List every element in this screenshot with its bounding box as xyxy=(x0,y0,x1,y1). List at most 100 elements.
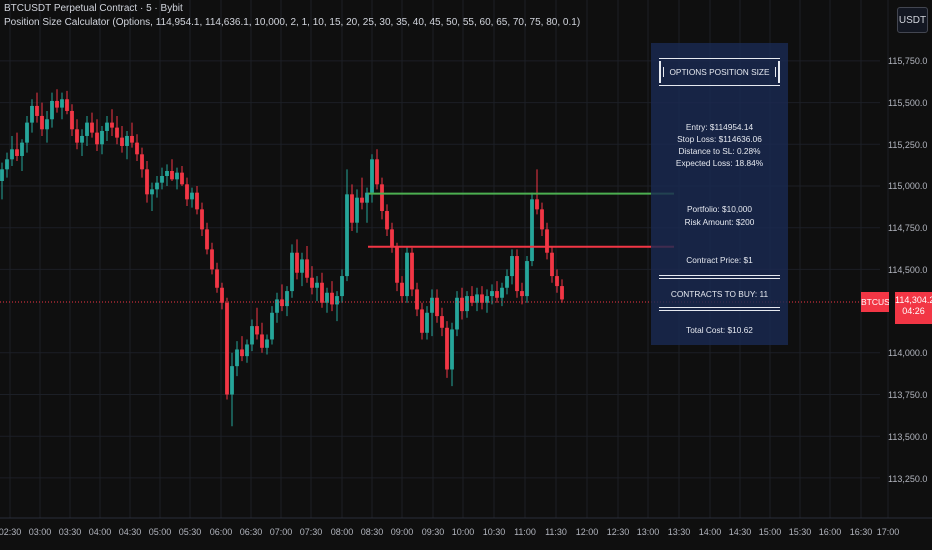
candle-down xyxy=(40,115,44,130)
candle-up xyxy=(0,169,4,181)
time-tick: 07:00 xyxy=(269,527,293,537)
position-size-panel: OPTIONS POSITION SIZE Entry: $114954.14 … xyxy=(651,43,788,345)
candle-up xyxy=(425,312,429,333)
candle-up xyxy=(285,291,289,307)
time-tick: 04:00 xyxy=(88,527,112,537)
time-tick: 09:30 xyxy=(421,527,445,537)
candle-down xyxy=(435,297,439,317)
price-tick: 113,500.0 xyxy=(888,432,928,442)
panel-title-frame: OPTIONS POSITION SIZE xyxy=(659,58,780,86)
candle-down xyxy=(295,252,299,273)
candle-down xyxy=(445,327,449,370)
candle-down xyxy=(515,256,519,292)
time-tick: 05:30 xyxy=(178,527,202,537)
indicator-label[interactable]: Position Size Calculator (Options, 114,9… xyxy=(4,17,581,28)
candle-up xyxy=(525,261,529,297)
candle-up xyxy=(300,259,304,273)
candle-down xyxy=(555,276,559,287)
candle-down xyxy=(360,197,364,203)
time-tick: 06:30 xyxy=(239,527,263,537)
candle-up xyxy=(190,192,194,200)
candle-down xyxy=(225,302,229,395)
candle-up xyxy=(80,135,84,143)
portfolio-text: Portfolio: $10,000 xyxy=(686,204,753,214)
candle-down xyxy=(280,299,284,307)
candle-up xyxy=(500,287,504,298)
candle-down xyxy=(420,309,424,333)
candle-up xyxy=(315,282,319,288)
candle-up xyxy=(405,252,409,297)
candle-down xyxy=(310,277,314,288)
time-tick: 11:30 xyxy=(545,527,567,537)
price-tick: 113,750.0 xyxy=(888,390,928,400)
candle-down xyxy=(90,122,94,133)
candle-up xyxy=(510,256,514,277)
candle-down xyxy=(210,249,214,270)
price-tick: 114,000.0 xyxy=(888,348,928,358)
time-tick: 08:00 xyxy=(330,527,354,537)
candle-down xyxy=(415,289,419,310)
candle-down xyxy=(70,110,74,130)
time-tick: 16:30 xyxy=(849,527,873,537)
candle-down xyxy=(440,316,444,328)
candle-down xyxy=(550,252,554,277)
contracts-to-buy-text: CONTRACTS TO BUY: 11 xyxy=(670,289,769,299)
candle-down xyxy=(520,291,524,297)
candle-down xyxy=(495,291,499,298)
candle-up xyxy=(10,149,14,160)
candle-up xyxy=(490,291,494,297)
time-tick: 04:30 xyxy=(118,527,142,537)
price-tick: 114,750.0 xyxy=(888,223,928,233)
candle-down xyxy=(535,199,539,210)
candle-up xyxy=(160,175,164,183)
time-tick: 13:30 xyxy=(667,527,691,537)
candle-down xyxy=(95,132,99,145)
candle-up xyxy=(25,122,29,143)
candle-up xyxy=(485,296,489,303)
candle-down xyxy=(480,294,484,303)
time-tick: 10:30 xyxy=(482,527,506,537)
candle-down xyxy=(220,287,224,303)
candle-up xyxy=(465,296,469,312)
price-tick: 115,250.0 xyxy=(888,140,928,150)
candle-up xyxy=(370,159,374,193)
candle-up xyxy=(475,294,479,303)
candlestick-series xyxy=(0,89,564,427)
price-tick: 115,500.0 xyxy=(888,98,928,108)
candle-up xyxy=(430,297,434,313)
candle-up xyxy=(50,100,54,120)
time-tick: 02:30 xyxy=(0,527,22,537)
time-tick: 15:00 xyxy=(758,527,782,537)
chart-title: BTCUSDT Perpetual Contract · 5 · Bybit xyxy=(4,3,183,14)
distance-text: Distance to SL: 0.28% xyxy=(678,146,761,156)
entry-text: Entry: $114954.14 xyxy=(685,122,754,132)
time-tick: 03:00 xyxy=(28,527,52,537)
candle-down xyxy=(260,334,264,348)
time-tick: 07:30 xyxy=(299,527,323,537)
candle-up xyxy=(155,182,159,190)
candle-down xyxy=(200,209,204,230)
candle-down xyxy=(380,184,384,212)
candle-up xyxy=(60,99,64,108)
candle-down xyxy=(120,137,124,146)
candle-up xyxy=(505,276,509,288)
time-tick: 10:00 xyxy=(451,527,475,537)
currency-button[interactable]: USDT xyxy=(897,7,928,33)
time-tick: 13:00 xyxy=(636,527,660,537)
candle-down xyxy=(180,172,184,185)
time-tick: 16:00 xyxy=(818,527,842,537)
candle-up xyxy=(340,276,344,297)
panel-title: OPTIONS POSITION SIZE xyxy=(663,67,776,77)
candle-up xyxy=(450,329,454,370)
time-tick: 14:30 xyxy=(728,527,752,537)
price-tick: 115,750.0 xyxy=(888,56,928,66)
candle-up xyxy=(250,326,254,345)
candle-down xyxy=(75,129,79,143)
candle-down xyxy=(330,292,334,305)
candle-down xyxy=(305,259,309,278)
candle-up xyxy=(275,299,279,313)
candle-up xyxy=(175,172,179,180)
candle-down xyxy=(135,142,139,155)
